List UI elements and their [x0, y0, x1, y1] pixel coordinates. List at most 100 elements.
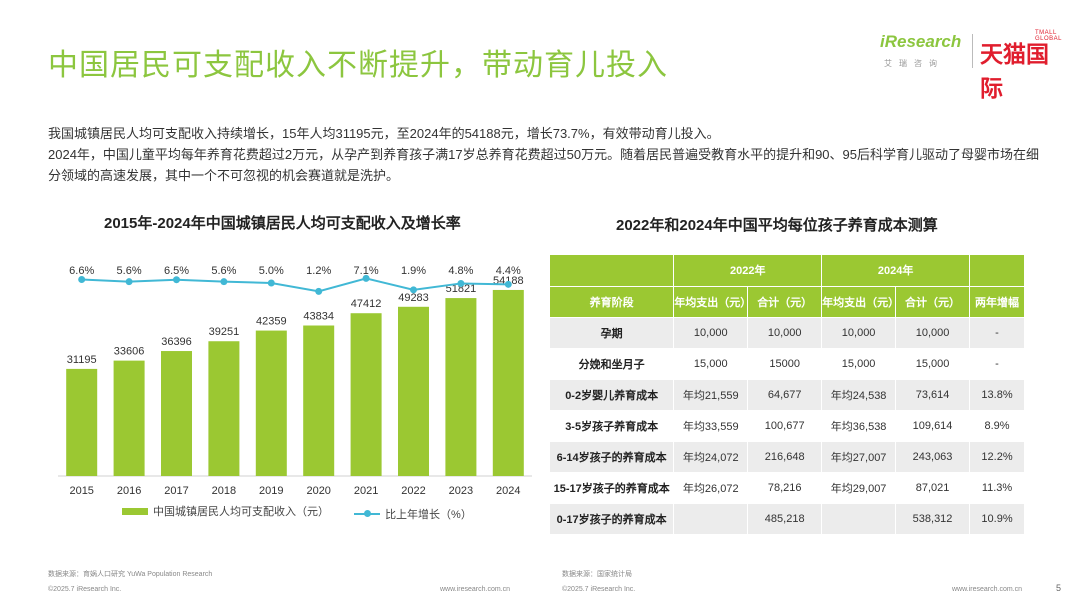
intro-line-1: 我国城镇居民人均可支配收入持续增长，15年人均31195元，至2024年的541… [48, 126, 720, 141]
table-cell: 8.9% [969, 410, 1025, 442]
growth-point-2022 [410, 286, 417, 294]
table-column-header: 养育阶段 [550, 286, 675, 318]
bar-2019 [255, 330, 287, 476]
bar-2024 [492, 289, 524, 476]
table-row: 孕期 10,000 10,000 10,000 10,000- [550, 317, 1025, 349]
table-cell: - [969, 317, 1025, 349]
growth-value-label: 7.1% [354, 265, 379, 277]
iresearch-logo: iResearch [880, 32, 962, 51]
table-column-header: 年均支出（元） [673, 286, 751, 318]
url-right: www.iresearch.com.cn [952, 586, 1023, 593]
bar-2020 [303, 325, 335, 476]
x-tick-label: 2016 [117, 485, 141, 497]
table-row: 0-17岁孩子的养育成本 485,218 538,312 10.9% [550, 503, 1025, 535]
bar-value-label: 42359 [256, 316, 287, 328]
table-cell: 年均33,559 [673, 410, 749, 442]
table-cell: 216,648 [747, 441, 823, 473]
growth-point-2020 [315, 287, 323, 295]
table-row: 6-14岁孩子的养育成本 年均24,072 216,648 年均27,007 243,0… [550, 441, 1025, 473]
table-cell: 年均21,559 [673, 379, 749, 411]
table-cell: 100,677 [747, 410, 823, 442]
intro-paragraph: 我国城镇居民人均可支配收入持续增长，15年人均31195元，至2024年的541… [48, 123, 1048, 186]
source-note-right: 数据来源：国家统计局 [562, 571, 632, 578]
growth-value-label: 1.2% [306, 265, 331, 277]
logo-divider [972, 34, 973, 68]
table-group-header-2022: 2022年 [673, 255, 823, 287]
growth-value-label: 4.4% [496, 265, 521, 277]
table-title: 2022年和2024年中国平均每位孩子养育成本测算 [616, 217, 938, 234]
growth-value-label: 5.0% [259, 265, 284, 277]
table-cell: 年均26,072 [673, 472, 749, 504]
income-chart: 31195 2015 33606 2016 36396 2017 39251 2018 4235… [58, 265, 532, 497]
bar-2017 [161, 351, 192, 476]
table-cell-stage: 孕期 [550, 317, 675, 349]
table-cell: 73,614 [895, 379, 971, 411]
x-tick-label: 2019 [259, 485, 283, 497]
bar-value-label: 33606 [114, 346, 145, 358]
growth-point-2016 [125, 278, 133, 286]
table-column-header: 两年增幅 [969, 286, 1025, 318]
table-cell: 10,000 [673, 317, 749, 349]
table-cell: 15,000 [895, 348, 971, 380]
table-cell: 15000 [747, 348, 823, 380]
table-column-header: 合计（元） [895, 286, 971, 318]
growth-point-2019 [267, 279, 275, 287]
table-column-header: 年均支出（元） [821, 286, 899, 318]
growth-value-label: 5.6% [211, 265, 236, 277]
x-tick-label: 2015 [69, 485, 93, 497]
bar-value-label: 43834 [303, 311, 334, 323]
bar-2022 [398, 306, 429, 476]
growth-value-label: 6.5% [164, 265, 189, 277]
intro-line-2: 2024年，中国儿童平均每年养育花费超过2万元，从孕产到养育孩子满17岁总养育花… [48, 147, 1039, 183]
table-cell: 243,063 [895, 441, 971, 473]
bar-2016 [113, 360, 145, 476]
table-cell: 10,000 [747, 317, 823, 349]
growth-line [81, 277, 509, 293]
table-cell-stage: 6-14岁孩子的养育成本 [550, 441, 675, 473]
table-cell: 15,000 [821, 348, 897, 380]
table-row: 15-17岁孩子的养育成本 年均26,072 78,216 年均29,007 87,02… [550, 472, 1025, 504]
brand-logos: iResearch 艾瑞咨询 天猫国际 TMALL GLOBAL [880, 30, 1070, 101]
x-tick-label: 2024 [496, 485, 520, 497]
legend-item-growth: 比上年增长（%） [354, 506, 472, 522]
bar-value-label: 49283 [398, 292, 429, 304]
cost-table: 2022年 2024年 养育阶段 年均支出（元） 合计（元） 年均支出（元） 合… [550, 255, 1025, 535]
tmall-global-logo-subtitle: TMALL GLOBAL [1035, 30, 1063, 42]
growth-point-2023 [457, 279, 465, 287]
legend-bar-swatch [122, 507, 148, 515]
bar-value-label: 39251 [209, 326, 240, 338]
table-cell [673, 503, 749, 535]
bar-2021 [350, 313, 382, 476]
table-cell-stage: 0-2岁婴儿养育成本 [550, 379, 675, 411]
table-header-row: 养育阶段 年均支出（元） 合计（元） 年均支出（元） 合计（元） 两年增幅 [550, 286, 1025, 318]
growth-point-2015 [78, 275, 86, 283]
table-cell: 10.9% [969, 503, 1025, 535]
table-cell: 538,312 [895, 503, 971, 535]
table-cell: 15,000 [673, 348, 749, 380]
legend-label-income: 中国城镇居民人均可支配收入（元） [153, 506, 329, 518]
table-cell: 10,000 [821, 317, 897, 349]
growth-point-2018 [220, 278, 228, 286]
growth-value-label: 5.6% [117, 265, 142, 277]
tmall-global-logo: 天猫国际 [980, 41, 1049, 101]
table-cell: 78,216 [747, 472, 823, 504]
source-note-left: 数据来源：育娲人口研究 YuWa Population Research [48, 571, 213, 578]
table-cell: 年均36,538 [821, 410, 897, 442]
table-cell-stage: 分娩和坐月子 [550, 348, 675, 380]
table-cell: 年均27,007 [821, 441, 897, 473]
bar-value-label: 47412 [351, 298, 382, 310]
table-cell [821, 503, 897, 535]
x-tick-label: 2020 [306, 485, 330, 497]
url-left: www.iresearch.com.cn [440, 586, 511, 593]
chart-legend: 中国城镇居民人均可支配收入（元） 比上年增长（%） [122, 503, 494, 522]
growth-point-2024 [504, 280, 512, 288]
copyright-left: ©2025.7 iResearch Inc. [48, 586, 122, 593]
table-cell-stage: 0-17岁孩子的养育成本 [550, 503, 675, 535]
table-row: 3-5岁孩子养育成本 年均33,559 100,677 年均36,538 109,614… [550, 410, 1025, 442]
table-cell: 年均24,538 [821, 379, 897, 411]
x-tick-label: 2021 [354, 485, 378, 497]
bar-2015 [66, 368, 98, 476]
legend-line-swatch [354, 509, 381, 517]
bar-value-label: 36396 [161, 336, 192, 348]
table-cell: 13.8% [969, 379, 1025, 411]
